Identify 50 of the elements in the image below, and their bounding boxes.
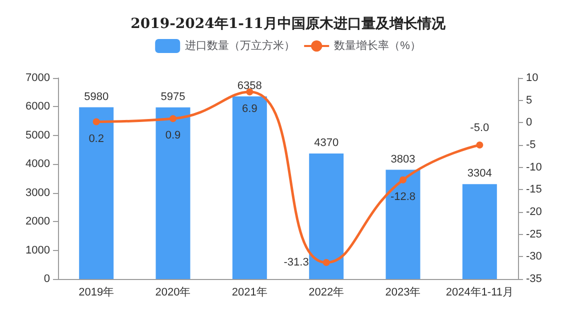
x-tick-label: 2020年	[155, 286, 191, 298]
bar	[232, 96, 267, 279]
data-label: 4370	[314, 137, 339, 150]
y2-tick-label: -35	[526, 273, 542, 285]
legend-label: 数量增长率（%）	[334, 39, 421, 52]
y-tick-label: 4000	[26, 158, 50, 170]
y2-tick-label: -25	[526, 228, 542, 240]
data-label: 0.2	[88, 132, 104, 145]
y-tick-label: 1000	[26, 244, 50, 256]
point	[170, 115, 176, 122]
x-tick-label: 2021年	[232, 286, 268, 298]
y-tick-label: 3000	[26, 186, 50, 199]
y2-tick-label: -10	[526, 161, 542, 174]
y2-tick-label: -5	[526, 139, 536, 151]
legend-label: 进口数量（万立方米）	[185, 39, 296, 52]
chart-title: 2019-2024年1-11月中国原木进口量及增长情况	[130, 16, 446, 32]
x-tick-label: 2023年	[385, 286, 421, 298]
y-tick-label: 0	[44, 273, 50, 285]
bar	[386, 170, 420, 279]
data-label: 6.9	[242, 102, 258, 115]
y2-tick-label: -30	[526, 250, 542, 263]
point	[322, 258, 330, 266]
y-tick-label: 6000	[26, 100, 50, 113]
x-tick-label: 2019年	[78, 286, 114, 298]
y-tick-label: 5000	[26, 129, 50, 142]
y-tick-label: 7000	[26, 72, 50, 84]
point	[400, 176, 406, 184]
y2-tick-label: -15	[526, 184, 542, 196]
data-label: -12.8	[390, 190, 416, 203]
y2-tick-label: 10	[526, 72, 538, 84]
bar	[79, 107, 114, 279]
x-tick-label: 2022年	[308, 286, 344, 298]
bar	[462, 184, 497, 279]
data-label: 5980	[84, 90, 109, 103]
data-label: 5975	[160, 90, 186, 103]
data-label: 3803	[390, 153, 416, 166]
data-label: -5.0	[470, 122, 490, 134]
data-label: 3304	[467, 168, 492, 180]
data-label: -31.3	[284, 256, 309, 268]
bar	[156, 107, 190, 279]
x-tick-label: 2024年1-11月	[446, 286, 514, 298]
y2-tick-label: 0	[526, 116, 532, 129]
point	[92, 118, 100, 126]
y-tick-label: 2000	[26, 216, 50, 228]
data-label: 0.9	[165, 130, 181, 142]
point	[476, 142, 484, 148]
y2-tick-label: 5	[526, 94, 532, 106]
y2-tick-label: -20	[526, 206, 542, 218]
data-label: 6358	[237, 80, 262, 92]
bar	[309, 154, 344, 279]
